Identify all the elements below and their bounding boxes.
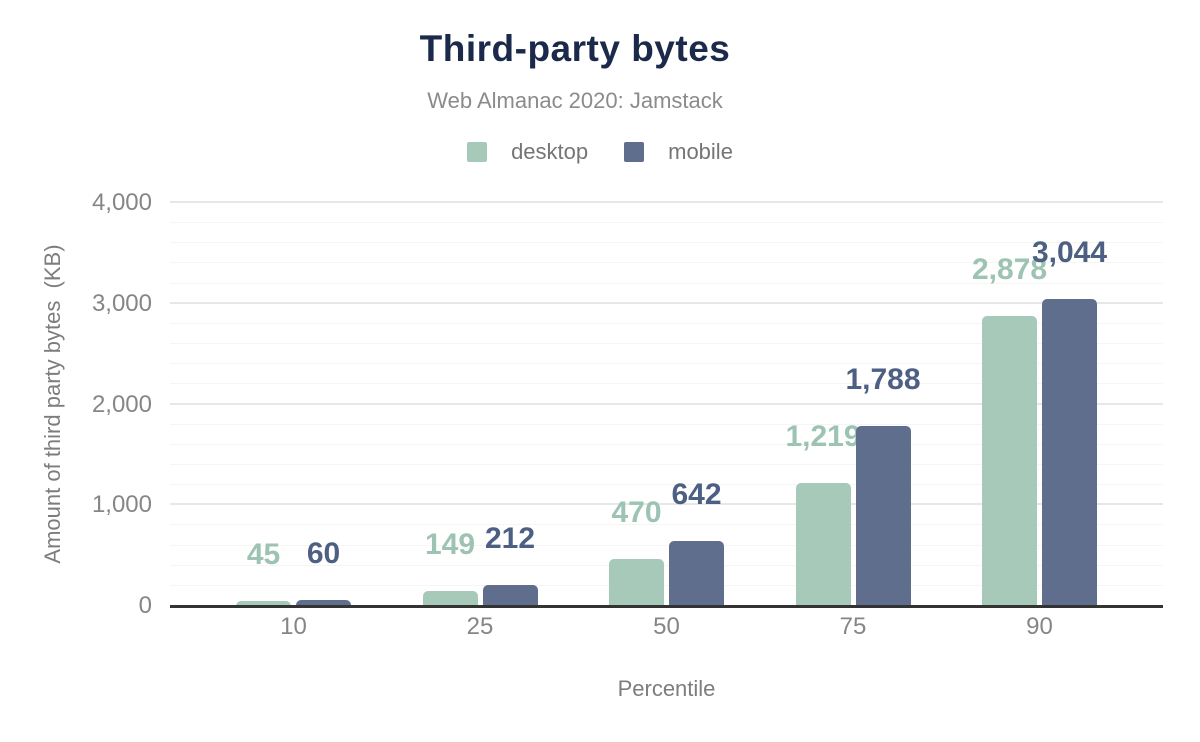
x-axis-tick-label: 25 xyxy=(466,613,494,640)
minor-gridline xyxy=(170,564,1163,566)
x-axis-title: Percentile xyxy=(617,676,716,701)
y-axis-tick-label: 2,000 xyxy=(91,390,152,418)
minor-gridline xyxy=(170,322,1163,324)
bar-desktop-p75[interactable] xyxy=(795,483,851,606)
bar-mobile-p75[interactable] xyxy=(855,425,911,606)
major-gridline xyxy=(170,301,1163,304)
x-axis-tick-label: 10 xyxy=(280,613,307,640)
desktop-legend-swatch-icon xyxy=(467,142,488,162)
minor-gridline xyxy=(170,463,1163,465)
legend-label-mobile: mobile xyxy=(668,139,733,164)
bar-desktop-p10[interactable] xyxy=(236,601,291,606)
minor-gridline xyxy=(170,484,1163,486)
x-axis-tick-label: 75 xyxy=(839,613,867,640)
bar-mobile-p50[interactable] xyxy=(669,541,724,606)
minor-gridline xyxy=(170,282,1163,284)
chart-title: Third-party bytes xyxy=(419,28,731,69)
minor-gridline xyxy=(170,544,1163,546)
y-axis-tick-label: 4,000 xyxy=(91,189,152,216)
minor-gridline xyxy=(170,423,1163,425)
legend-label-desktop: desktop xyxy=(511,139,589,164)
minor-gridline xyxy=(170,383,1163,385)
bar-desktop-p90[interactable] xyxy=(982,316,1037,606)
mobile-legend-swatch-icon xyxy=(624,142,645,162)
value-label-mobile-p10: 60 xyxy=(306,536,341,570)
major-gridline xyxy=(170,402,1163,405)
value-label-desktop-p25: 149 xyxy=(424,528,476,561)
legend-item-desktop[interactable]: desktop xyxy=(467,139,589,164)
x-axis-baseline xyxy=(170,605,1163,608)
value-label-mobile-p25: 212 xyxy=(484,521,536,555)
y-axis-tick-label: 3,000 xyxy=(91,289,152,317)
major-gridline xyxy=(170,503,1163,506)
minor-gridline xyxy=(170,443,1163,445)
y-axis-tick-label: 0 xyxy=(138,592,152,619)
minor-gridline xyxy=(170,524,1163,526)
bar-mobile-p90[interactable] xyxy=(1042,299,1097,606)
plot-area: 45 60 149 212 470 642 1,219 1,788 2,878 3,044 xyxy=(170,201,1163,606)
minor-gridline xyxy=(170,242,1163,244)
legend-item-mobile[interactable]: mobile xyxy=(624,139,733,164)
value-label-desktop-p90: 2,878 xyxy=(971,253,1048,287)
minor-gridline xyxy=(170,363,1163,365)
minor-gridline xyxy=(170,584,1163,586)
value-label-mobile-p90: 3,044 xyxy=(1031,236,1108,270)
minor-gridline xyxy=(170,222,1163,224)
bar-mobile-p25[interactable] xyxy=(482,584,538,606)
value-label-desktop-p50: 470 xyxy=(611,495,662,529)
y-axis-tick-label: 1,000 xyxy=(91,491,152,519)
bar-desktop-p25[interactable] xyxy=(422,591,478,606)
bar-desktop-p50[interactable] xyxy=(609,558,664,606)
value-label-desktop-p10: 45 xyxy=(246,538,281,572)
chart-subtitle: Web Almanac 2020: Jamstack xyxy=(427,88,723,113)
x-axis-tick-label: 50 xyxy=(653,613,680,640)
bar-mobile-p10[interactable] xyxy=(296,599,351,606)
major-gridline xyxy=(170,201,1163,203)
value-label-mobile-p75: 1,788 xyxy=(845,362,921,396)
x-axis-tick-label: 90 xyxy=(1026,613,1053,640)
legend: desktop mobile xyxy=(0,139,1200,164)
value-label-mobile-p50: 642 xyxy=(671,478,722,512)
minor-gridline xyxy=(170,262,1163,264)
value-label-desktop-p75: 1,219 xyxy=(785,420,861,454)
minor-gridline xyxy=(170,343,1163,345)
